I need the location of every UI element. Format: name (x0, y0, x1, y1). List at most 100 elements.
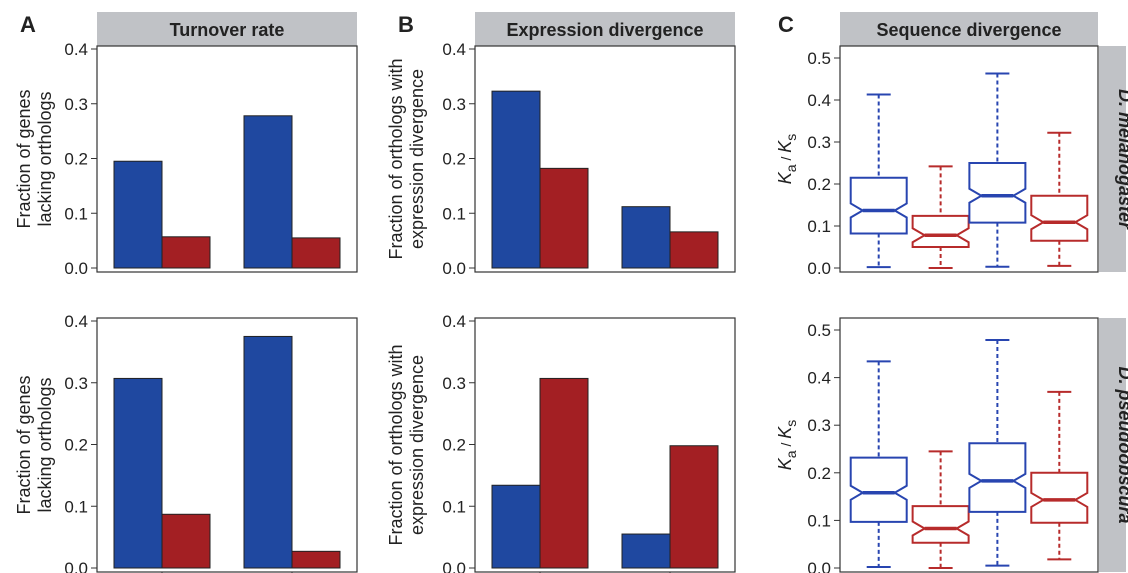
y-axis-label-part: a (783, 450, 799, 458)
y-tick-label: 0.0 (442, 559, 466, 573)
y-axis-label: Ka / Ks (775, 420, 799, 471)
y-axis-label-line2: lacking orthologs (35, 377, 55, 512)
y-tick-label: 0.1 (64, 497, 88, 516)
y-tick-label: 0.3 (807, 133, 831, 152)
box (1030, 471, 1089, 524)
bar (491, 484, 541, 569)
strip-species-bottom (1099, 318, 1126, 572)
y-axis-label-line1: Fraction of genes (14, 375, 34, 514)
panel-letter-a: A (20, 12, 36, 37)
y-tick-label: 0.4 (807, 91, 831, 110)
bar (243, 335, 293, 569)
y-tick-label: 0.0 (807, 259, 831, 278)
y-axis-label: Fraction of geneslacking orthologs (14, 89, 55, 228)
box (911, 214, 970, 248)
y-axis-label-line2: lacking orthologs (35, 91, 55, 226)
y-tick-label: 0.2 (442, 150, 466, 169)
bar (161, 236, 211, 269)
y-axis-label-part: a (783, 164, 799, 172)
bar (291, 237, 341, 269)
box (968, 442, 1027, 513)
box (968, 162, 1027, 224)
y-tick-label: 0.2 (442, 436, 466, 455)
plot-frame (474, 45, 736, 273)
y-tick-label: 0.2 (807, 175, 831, 194)
y-axis-label-line2: expression divergence (407, 69, 427, 249)
panel-letter-c: C (778, 12, 794, 37)
strip-species-top (1099, 46, 1126, 272)
y-tick-label: 0.3 (64, 95, 88, 114)
y-tick-label: 0.2 (807, 464, 831, 483)
y-axis-label: Fraction of geneslacking orthologs (14, 375, 55, 514)
y-axis-label: Fraction of orthologs withexpression div… (386, 58, 427, 259)
bar (113, 377, 163, 569)
y-tick-label: 0.4 (64, 40, 88, 59)
strip-header-c (840, 12, 1098, 46)
panel-letter-b: B (398, 12, 414, 37)
y-axis-label-part: s (783, 420, 799, 427)
y-tick-label: 0.5 (807, 49, 831, 68)
y-tick-label: 0.3 (807, 416, 831, 435)
y-axis-label-part: s (783, 134, 799, 141)
plot-b-melanogaster: 0.0 0.1 0.2 0.3 0.4 Fraction of orthologs wit… (386, 40, 736, 278)
plot-c-pseudoobscura: 0.00.10.20.30.40.5Ka / Ksn = 2n = 4 (775, 317, 1099, 573)
plot-frame (839, 317, 1099, 573)
box (1030, 194, 1089, 242)
bar (621, 206, 671, 269)
bar (669, 231, 719, 269)
plot-frame (474, 317, 736, 573)
bar (291, 550, 341, 569)
y-axis-label: Ka / Ks (775, 134, 799, 185)
y-axis-label-part: K (775, 457, 795, 470)
y-axis-label-line1: Fraction of orthologs with (386, 344, 406, 545)
plot-frame (96, 45, 358, 273)
y-tick-label: 0.4 (807, 369, 831, 388)
y-tick-label: 0.0 (64, 559, 88, 573)
bar (113, 160, 163, 269)
y-tick-label: 0.3 (64, 374, 88, 393)
plot-c-melanogaster: 0.0 0.1 0.2 0.3 0.4 0.5 Ka / Ks (775, 45, 1099, 278)
strip-header-a (97, 12, 357, 46)
y-axis-label-line2: expression divergence (407, 355, 427, 535)
y-tick-label: 0.2 (64, 436, 88, 455)
plot-a-pseudoobscura: 0.0 0.1 0.2 0.3 0.4 Fraction of geneslacking … (14, 312, 358, 573)
y-tick-label: 0.1 (64, 204, 88, 223)
y-tick-label: 0.0 (807, 559, 831, 573)
y-tick-label: 0.5 (807, 321, 831, 340)
y-tick-label: 0.1 (807, 511, 831, 530)
y-tick-label: 0.1 (442, 204, 466, 223)
y-axis-label-part: K (775, 171, 795, 184)
bar (243, 115, 293, 269)
strip-title-c: Sequence divergence (876, 20, 1061, 40)
y-tick-label: 0.3 (442, 95, 466, 114)
box (849, 456, 908, 523)
y-tick-label: 0.3 (442, 374, 466, 393)
y-tick-label: 0.4 (442, 40, 466, 59)
y-axis-label-line1: Fraction of orthologs with (386, 58, 406, 259)
bar (161, 513, 211, 569)
species-label-bottom: D. pseudoobscura (1115, 366, 1128, 523)
y-axis-label-part: / (778, 153, 794, 165)
y-axis-label-part: K (775, 426, 795, 439)
y-tick-label: 0.1 (807, 217, 831, 236)
species-label-top: D. melanogaster (1115, 89, 1128, 230)
y-tick-label: 0.1 (442, 497, 466, 516)
strip-header-b (475, 12, 735, 46)
y-axis-label-part: / (778, 439, 794, 451)
y-axis-label: Fraction of orthologs withexpression div… (386, 344, 427, 545)
plot-b-pseudoobscura: 0.0 0.1 0.2 0.3 0.4 Fraction of orthologs wit… (386, 312, 736, 573)
plot-frame (839, 45, 1099, 273)
bar (539, 377, 589, 569)
plot-frame (96, 317, 358, 573)
y-axis-label-part: K (775, 140, 795, 153)
box (911, 505, 970, 544)
box (849, 176, 908, 235)
plot-a-melanogaster: 0.0 0.1 0.2 0.3 0.4 Fraction of geneslacking … (14, 40, 358, 278)
strip-title-b: Expression divergence (506, 20, 703, 40)
y-tick-label: 0.2 (64, 150, 88, 169)
y-axis-label-line1: Fraction of genes (14, 89, 34, 228)
y-tick-label: 0.4 (64, 312, 88, 331)
y-tick-label: 0.0 (64, 259, 88, 278)
y-tick-label: 0.0 (442, 259, 466, 278)
